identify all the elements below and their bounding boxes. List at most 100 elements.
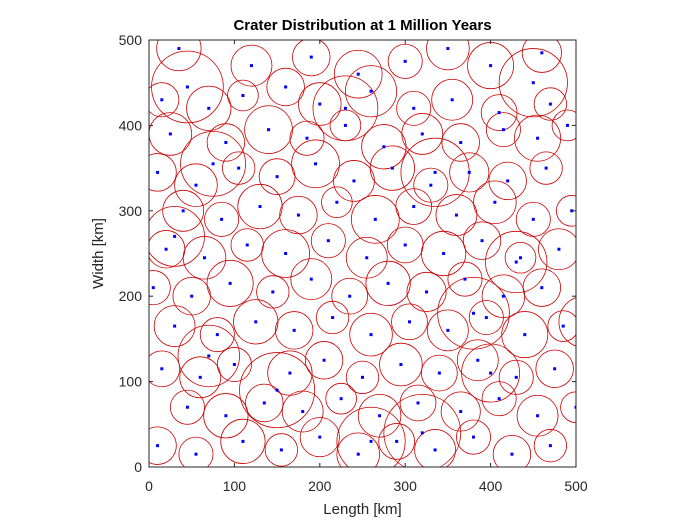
crater-rim (186, 85, 232, 131)
axes-box (148, 39, 577, 468)
crater-center-point (249, 64, 253, 68)
crater-rim (421, 354, 458, 392)
crater-center-point (501, 294, 505, 298)
crater-rim (391, 303, 428, 341)
y-tick-label: 200 (119, 288, 143, 304)
crater-center-point (369, 333, 373, 337)
crater-center-point (386, 281, 390, 285)
crater-center-point (220, 217, 224, 221)
crater-center-point (279, 448, 283, 452)
crater-center-point (403, 59, 407, 63)
crater-rim (492, 435, 532, 467)
crater-rim (239, 352, 316, 429)
crater-center-point (318, 102, 322, 106)
crater-center-point (203, 256, 207, 260)
crater-rim (427, 309, 469, 352)
crater-rim (501, 311, 549, 359)
crater-rim (488, 161, 527, 201)
crater-center-point (403, 243, 407, 247)
crater-rim (304, 341, 344, 380)
crater-rim (162, 189, 205, 232)
crater-rim (456, 339, 499, 382)
crater-center-point (548, 102, 552, 106)
crater-center-point (583, 320, 586, 323)
crater-center-point (557, 247, 561, 251)
plot-area (149, 40, 576, 467)
crater-center-point (446, 328, 450, 332)
crater-rim (426, 40, 470, 71)
y-tick-label: 400 (119, 117, 143, 133)
crater-center-point (437, 371, 441, 375)
crater-center-point (501, 128, 505, 132)
crater-center-point (343, 123, 347, 127)
x-axis-ticks: 0 100 200 300 400 500 (145, 40, 588, 494)
crater-rim (331, 277, 369, 315)
crater-rim (498, 359, 534, 395)
crater-center-point (258, 205, 262, 209)
crater-rim (325, 382, 357, 415)
crater-rim (180, 130, 246, 197)
y-tick-label: 100 (119, 374, 143, 390)
crater-rim (387, 43, 423, 79)
crater-center-point (472, 311, 476, 315)
crater-center-point (339, 397, 343, 401)
crater-center-point (173, 234, 177, 238)
crater-center-point (275, 388, 279, 392)
y-tick-label: 0 (134, 459, 142, 475)
crater-rim (329, 109, 362, 142)
crater-center-point (331, 316, 335, 320)
crater-center-point (472, 435, 476, 439)
crater-center-point (267, 128, 271, 132)
crater-rim (274, 311, 314, 350)
crater-center-point (241, 439, 245, 443)
crater-center-point (156, 170, 160, 174)
x-tick-label: 100 (223, 478, 247, 494)
crater-rim (156, 40, 202, 72)
crater-center-point (326, 239, 330, 243)
crater-center-point (194, 183, 198, 187)
crater-rim (222, 151, 256, 185)
crater-rim (378, 423, 415, 460)
crater-center-point (224, 414, 228, 418)
crater-center-point (429, 183, 433, 187)
crater-rim (230, 44, 273, 87)
crater-rim (321, 186, 353, 219)
crater-rim (473, 180, 517, 225)
x-tick-label: 200 (308, 478, 332, 494)
crater-rim (182, 236, 227, 280)
crater-center-point (318, 435, 322, 439)
crater-rim (485, 230, 548, 294)
crater-rim (216, 347, 252, 383)
crater-rim (456, 419, 492, 455)
crater-center-point (425, 290, 429, 294)
crater-rim (485, 112, 521, 148)
crater-rim (522, 268, 562, 307)
crater-rim (204, 201, 240, 237)
crater-rim (149, 82, 180, 118)
crater-rim (174, 163, 218, 207)
crater-rim (481, 381, 517, 417)
crater-center-point (497, 397, 501, 401)
crater-center-point (433, 448, 437, 452)
crater-rim (369, 145, 415, 191)
crater-rim (421, 230, 467, 277)
crater-rim (514, 114, 562, 162)
crater-center-point (514, 260, 518, 264)
x-tick-label: 400 (479, 478, 503, 494)
crater-rim (383, 394, 462, 467)
crater-center-point (190, 294, 194, 298)
crater-center-point (369, 89, 373, 93)
crater-center-point (489, 64, 493, 68)
crater-rim (441, 123, 480, 162)
crater-center-point (420, 431, 424, 435)
crater-center-point (574, 405, 576, 409)
crater-center-point (207, 106, 211, 110)
crater-rim (149, 270, 171, 306)
crater-rim (538, 228, 576, 271)
crater-center-point (177, 47, 181, 51)
y-tick-label: 500 (119, 32, 143, 48)
crater-center-point (356, 72, 360, 76)
crater-center-point (553, 367, 557, 371)
crater-rim (350, 195, 400, 244)
x-tick-label: 0 (145, 478, 153, 494)
